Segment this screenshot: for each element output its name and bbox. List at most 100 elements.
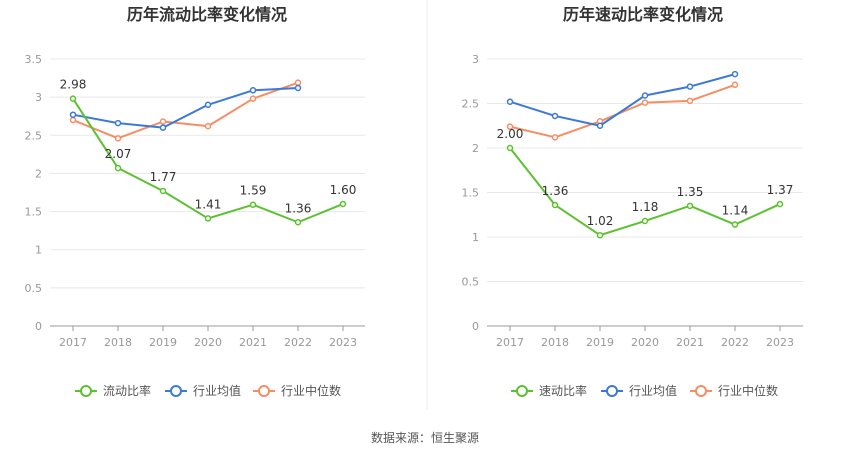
data-point <box>686 202 694 210</box>
data-label: 1.02 <box>587 214 614 228</box>
series-line-industry-median <box>509 83 736 139</box>
x-tick-label: 2018 <box>541 336 569 349</box>
legend-marker[interactable] <box>170 385 182 397</box>
chart-title: 历年流动比率变化情况 <box>127 5 287 24</box>
data-point <box>731 81 739 89</box>
x-tick-label: 2023 <box>766 336 794 349</box>
data-point <box>339 200 347 208</box>
data-point <box>204 122 212 130</box>
series-line-industry-median <box>72 81 299 140</box>
data-point <box>731 70 739 78</box>
data-point <box>506 123 514 130</box>
legend-label[interactable]: 流动比率 <box>103 383 151 398</box>
data-point <box>731 221 739 228</box>
y-tick-label: 1.5 <box>25 206 43 219</box>
x-tick-label: 2017 <box>59 336 87 349</box>
data-point <box>506 144 514 152</box>
data-point <box>506 98 514 105</box>
y-tick-label: 3 <box>35 91 42 104</box>
y-tick-label: 0.5 <box>25 282 43 295</box>
y-tick-label: 0 <box>35 320 42 333</box>
series-line-industry-average <box>509 73 736 127</box>
series-line-industry-average <box>72 86 299 129</box>
legend-label[interactable]: 行业均值 <box>629 383 677 398</box>
data-point <box>204 215 212 222</box>
data-point <box>69 116 77 124</box>
data-point <box>641 99 649 106</box>
x-tick-label: 2022 <box>721 336 749 349</box>
data-source-note: 数据来源：恒生聚源 <box>371 430 479 445</box>
data-label: 2.00 <box>497 127 524 141</box>
x-tick-label: 2019 <box>149 336 177 349</box>
data-point <box>551 112 559 120</box>
y-tick-label: 1.5 <box>462 187 480 200</box>
data-point <box>204 101 212 109</box>
legend-label[interactable]: 行业中位数 <box>281 383 341 398</box>
data-point <box>596 122 604 129</box>
data-point <box>249 87 257 94</box>
data-point <box>249 95 257 102</box>
x-tick-label: 2017 <box>496 336 524 349</box>
data-label: 1.36 <box>285 201 312 215</box>
data-point <box>249 201 257 208</box>
data-point <box>69 111 77 118</box>
x-tick-label: 2019 <box>586 336 614 349</box>
data-point <box>641 92 649 99</box>
current-ratio-chart: 历年流动比率变化情况 0 0.5 1 1.5 2 2.5 3 3.5 2017 2018 2019 2… <box>25 5 365 398</box>
data-label: 1.60 <box>330 183 357 197</box>
legend-label[interactable]: 速动比率 <box>539 383 587 398</box>
y-tick-label: 1 <box>35 244 42 257</box>
x-tick-label: 2018 <box>104 336 132 349</box>
data-point <box>114 135 122 142</box>
y-tick-label: 1 <box>472 231 479 244</box>
quick-ratio-chart: 历年速动比率变化情况 0 0.5 1 1.5 2 2.5 3 2017 2018 2019 2020… <box>462 5 803 398</box>
data-label: 1.41 <box>195 197 222 211</box>
data-point <box>114 164 122 172</box>
x-tick-label: 2022 <box>284 336 312 349</box>
legend-marker[interactable] <box>606 385 618 397</box>
data-point <box>551 201 559 209</box>
y-tick-label: 3 <box>472 53 479 66</box>
data-point <box>641 217 649 225</box>
y-tick-label: 2.5 <box>462 98 480 111</box>
data-label: 1.37 <box>767 183 794 197</box>
data-label: 1.18 <box>632 200 659 214</box>
legend-marker[interactable] <box>516 385 528 397</box>
y-tick-label: 2.5 <box>25 129 43 142</box>
data-label: 1.59 <box>240 184 267 198</box>
data-point <box>294 79 302 86</box>
data-label: 1.35 <box>677 185 704 199</box>
data-point <box>294 219 302 226</box>
data-point <box>69 95 77 102</box>
data-label: 1.77 <box>150 170 177 184</box>
x-tick-label: 2023 <box>329 336 357 349</box>
data-label: 1.36 <box>542 184 569 198</box>
data-point <box>551 134 559 141</box>
y-tick-label: 2 <box>35 167 42 180</box>
chart-title: 历年速动比率变化情况 <box>563 5 723 24</box>
data-label: 1.14 <box>722 204 749 218</box>
data-point <box>776 200 784 208</box>
data-label: 2.07 <box>105 147 132 161</box>
data-point <box>686 83 694 90</box>
legend-marker[interactable] <box>258 385 270 397</box>
legend-label[interactable]: 行业均值 <box>193 383 241 398</box>
data-point <box>294 84 302 92</box>
y-tick-label: 0 <box>472 320 479 333</box>
x-tick-label: 2020 <box>631 336 659 349</box>
y-tick-label: 2 <box>472 142 479 155</box>
y-tick-label: 3.5 <box>25 53 43 66</box>
legend-marker[interactable] <box>80 385 92 397</box>
data-label: 2.98 <box>60 78 87 92</box>
x-tick-label: 2021 <box>239 336 267 349</box>
data-point <box>159 187 167 195</box>
x-tick-label: 2021 <box>676 336 704 349</box>
data-point <box>596 231 604 239</box>
data-point <box>686 97 694 105</box>
x-tick-label: 2020 <box>194 336 222 349</box>
data-point <box>114 119 122 127</box>
y-tick-label: 0.5 <box>462 276 480 289</box>
legend-label[interactable]: 行业中位数 <box>718 383 778 398</box>
legend-marker[interactable] <box>695 385 707 397</box>
